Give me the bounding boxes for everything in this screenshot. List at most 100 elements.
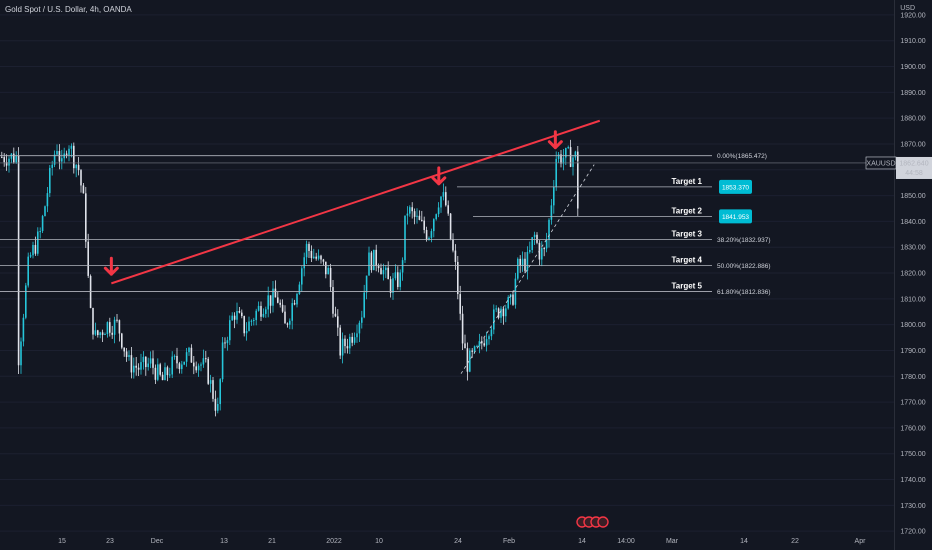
candle-body [356,333,358,338]
candle-body [310,250,313,259]
candle-body [373,249,375,271]
candle-body [346,346,349,349]
red-arrow-down-icon [431,166,447,186]
candle-body [317,255,320,259]
candle-body [159,364,161,375]
candle-body [449,213,452,240]
candle-body [87,241,89,276]
candle-body [418,215,421,220]
candle-body [353,337,356,343]
candle-body [291,303,293,321]
candle-body [526,251,529,271]
support-trendline [460,164,595,374]
candle-body [68,148,70,156]
candle-body [565,147,567,158]
candle-body [32,244,34,256]
candle-body [260,305,262,317]
candle-body [34,244,37,254]
candle-body [466,348,469,372]
candle-body [183,361,185,365]
candle-body [478,341,481,346]
candle-body [298,284,301,294]
candle-body [490,329,493,337]
candle-body [365,275,368,293]
candle-body [171,356,173,375]
candle-body [442,192,445,197]
candle-body [195,366,197,371]
price-tick-label: 1830.00 [900,245,925,252]
price-axis[interactable]: 1720.00 1730.00 1740.00 1750.00 1760.00 1770.… [900,12,925,535]
candle-body [58,151,61,162]
candle-body [245,330,248,334]
candle-body [459,294,461,314]
candle-body [524,258,526,271]
price-badge [719,179,752,194]
candle-body [425,229,428,240]
candle-body [279,302,281,305]
price-tick-label: 1810.00 [900,296,925,303]
time-tick-label: 13 [220,538,228,545]
candle-body [104,334,106,336]
price-tick-label: 1850.00 [900,193,925,200]
countdown-value: 44:58 [905,170,923,177]
time-axis[interactable]: 15 23 Dec 13 21 2022 10 24 Feb 14 14:00 Mar 14 22 Apr [58,538,866,545]
candle-body [130,355,133,373]
candle-body [284,311,286,324]
candle-body [128,355,130,357]
candle-body [229,320,231,341]
candle-body [101,332,104,335]
candle-body [241,312,243,317]
candle-body [80,170,82,186]
candle-body [562,157,565,164]
candle-body [56,151,58,155]
candle-body [233,315,236,320]
resistance-trendline [111,119,601,285]
price-tick-label: 1880.00 [900,116,925,123]
candle-body [111,332,113,335]
candle-body [214,398,217,411]
candle-body [123,347,125,352]
candle-body [49,167,51,194]
candle-body [327,267,329,275]
candle-body [392,278,394,293]
candle-body [361,317,363,323]
candle-body [116,319,118,321]
candle-body [65,153,68,156]
price-tick-label: 1910.00 [900,38,925,45]
candle-body [75,164,77,169]
candle-body [82,185,85,194]
candle-body [70,145,73,149]
candle-body [265,309,267,314]
candle-body [413,211,416,217]
candle-body [315,256,317,259]
candle-body [404,215,406,261]
candle-body [550,205,553,220]
candle-body [152,358,154,368]
price-badge [719,209,752,224]
trendlines [111,119,601,374]
candle-body [531,237,533,250]
candle-body [423,220,425,230]
candle-body [454,250,457,262]
price-tick-label: 1720.00 [900,529,925,536]
candle-body [3,157,5,163]
candle-body [39,231,41,233]
candle-body [145,356,147,368]
candle-body [41,216,44,232]
candle-body [166,367,169,376]
candle-body [226,340,229,344]
candle-body [416,215,418,217]
time-tick-label: Mar [666,538,679,545]
candle-body [44,206,46,217]
price-tick-label: 1750.00 [900,451,925,458]
candle-body [481,341,483,344]
price-tick-label: 1820.00 [900,271,925,278]
price-tick-label: 1800.00 [900,322,925,329]
current-price-value: 1862.640 [899,160,928,167]
candle-body [99,332,101,336]
candle-body [493,309,495,330]
fib-level-label: 38.20%(1832.937) [717,237,771,244]
time-tick-label: 14 [740,538,748,545]
price-tick-label: 1890.00 [900,90,925,97]
